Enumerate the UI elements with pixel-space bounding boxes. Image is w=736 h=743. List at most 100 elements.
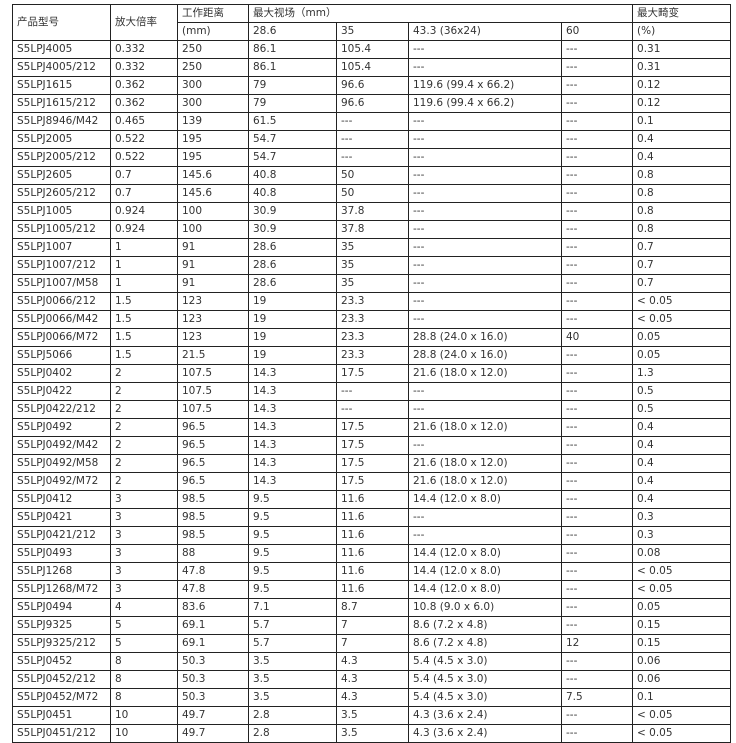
cell-working-distance: 50.3	[177, 688, 249, 707]
cell-fov-35: 11.6	[336, 508, 409, 527]
cell-model: S5LPJ1615/212	[12, 94, 111, 113]
cell-working-distance: 96.5	[177, 472, 249, 491]
cell-fov-43: 14.4 (12.0 x 8.0)	[408, 490, 562, 509]
cell-working-distance: 98.5	[177, 490, 249, 509]
cell-fov-60: ---	[560, 202, 634, 221]
cell-fov-43: 5.4 (4.5 x 3.0)	[408, 670, 562, 689]
cell-model: S5LPJ0451/212	[12, 724, 111, 743]
cell-fov-43: ---	[408, 274, 562, 293]
cell-distortion: 0.15	[632, 616, 732, 635]
table-row: S5LPJ0066/M72 1.5 123 19 23.3 28.8 (24.0 x 16…	[12, 328, 732, 347]
table-row: S5LPJ1007/212 1 91 28.6 35 --- --- 0.7	[12, 256, 732, 275]
cell-fov-43: 14.4 (12.0 x 8.0)	[408, 544, 562, 563]
table-row: S5LPJ2005 0.522 195 54.7 --- --- --- 0.4	[12, 130, 732, 149]
cell-working-distance: 107.5	[177, 382, 249, 401]
cell-fov-35: 35	[336, 256, 409, 275]
cell-fov-35: 7	[336, 616, 409, 635]
cell-fov-60: ---	[560, 256, 634, 275]
cell-magnification: 0.7	[110, 166, 178, 185]
cell-fov-60: ---	[560, 472, 634, 491]
table-row: S5LPJ4005 0.332 250 86.1 105.4 --- --- 0.31	[12, 40, 732, 59]
cell-fov-35: 96.6	[336, 76, 409, 95]
cell-fov-60: ---	[560, 292, 634, 311]
cell-model: S5LPJ0494	[12, 598, 111, 617]
cell-fov-28: 5.7	[248, 616, 337, 635]
cell-fov-60: ---	[560, 310, 634, 329]
cell-working-distance: 123	[177, 292, 249, 311]
cell-fov-60: ---	[560, 652, 634, 671]
cell-working-distance: 96.5	[177, 418, 249, 437]
cell-working-distance: 195	[177, 130, 249, 149]
cell-magnification: 2	[110, 418, 178, 437]
cell-fov-60: ---	[560, 346, 634, 365]
cell-distortion: 0.8	[632, 202, 732, 221]
cell-fov-60: ---	[560, 40, 634, 59]
cell-fov-60: ---	[560, 724, 634, 743]
cell-fov-28: 9.5	[248, 580, 337, 599]
table-row: S5LPJ1615/212 0.362 300 79 96.6 119.6 (99.4 x…	[12, 94, 732, 113]
cell-fov-35: 50	[336, 166, 409, 185]
cell-fov-35: 96.6	[336, 94, 409, 113]
table-row: S5LPJ0493 3 88 9.5 11.6 14.4 (12.0 x 8.0) --- 0…	[12, 544, 732, 563]
cell-fov-28: 86.1	[248, 40, 337, 59]
cell-magnification: 0.362	[110, 94, 178, 113]
cell-distortion: < 0.05	[632, 292, 732, 311]
table-row: S5LPJ2005/212 0.522 195 54.7 --- --- --- 0.4	[12, 148, 732, 167]
cell-fov-28: 9.5	[248, 562, 337, 581]
cell-model: S5LPJ1268	[12, 562, 111, 581]
cell-magnification: 5	[110, 634, 178, 653]
cell-magnification: 0.465	[110, 112, 178, 131]
cell-fov-28: 2.8	[248, 724, 337, 743]
table-row: S5LPJ1007 1 91 28.6 35 --- --- 0.7	[12, 238, 732, 257]
cell-fov-35: 35	[336, 274, 409, 293]
cell-fov-43: ---	[408, 400, 562, 419]
cell-magnification: 2	[110, 400, 178, 419]
table-row: S5LPJ0066/212 1.5 123 19 23.3 --- --- < 0.05	[12, 292, 732, 311]
cell-fov-35: 17.5	[336, 472, 409, 491]
cell-fov-43: ---	[408, 238, 562, 257]
cell-magnification: 3	[110, 562, 178, 581]
cell-model: S5LPJ0066/M72	[12, 328, 111, 347]
cell-fov-35: 11.6	[336, 544, 409, 563]
cell-distortion: 0.8	[632, 220, 732, 239]
cell-distortion: 0.31	[632, 40, 732, 59]
cell-fov-60: ---	[560, 508, 634, 527]
table-row: S5LPJ0452/212 8 50.3 3.5 4.3 5.4 (4.5 x 3.0) -…	[12, 670, 732, 689]
cell-fov-28: 7.1	[248, 598, 337, 617]
cell-fov-28: 61.5	[248, 112, 337, 131]
cell-fov-43: ---	[408, 382, 562, 401]
cell-fov-43: 21.6 (18.0 x 12.0)	[408, 472, 562, 491]
cell-working-distance: 300	[177, 94, 249, 113]
cell-working-distance: 145.6	[177, 184, 249, 203]
cell-magnification: 8	[110, 688, 178, 707]
table-row: S5LPJ0421 3 98.5 9.5 11.6 --- --- 0.3	[12, 508, 732, 527]
cell-fov-43: 119.6 (99.4 x 66.2)	[408, 94, 562, 113]
cell-magnification: 0.924	[110, 202, 178, 221]
cell-magnification: 10	[110, 724, 178, 743]
cell-model: S5LPJ1007	[12, 238, 111, 257]
cell-fov-60: ---	[560, 112, 634, 131]
cell-magnification: 1	[110, 238, 178, 257]
cell-fov-43: 8.6 (7.2 x 4.8)	[408, 616, 562, 635]
cell-fov-35: 23.3	[336, 292, 409, 311]
cell-fov-60: ---	[560, 382, 634, 401]
cell-model: S5LPJ1615	[12, 76, 111, 95]
cell-distortion: 0.15	[632, 634, 732, 653]
cell-fov-35: ---	[336, 148, 409, 167]
cell-magnification: 5	[110, 616, 178, 635]
table-row: S5LPJ1007/M58 1 91 28.6 35 --- --- 0.7	[12, 274, 732, 293]
cell-fov-43: 21.6 (18.0 x 12.0)	[408, 364, 562, 383]
cell-working-distance: 300	[177, 76, 249, 95]
cell-magnification: 1.5	[110, 292, 178, 311]
cell-distortion: 0.7	[632, 274, 732, 293]
cell-fov-28: 14.3	[248, 364, 337, 383]
cell-fov-28: 40.8	[248, 184, 337, 203]
cell-distortion: 0.4	[632, 490, 732, 509]
cell-fov-28: 79	[248, 94, 337, 113]
cell-model: S5LPJ4005/212	[12, 58, 111, 77]
cell-model: S5LPJ5066	[12, 346, 111, 365]
cell-model: S5LPJ1005	[12, 202, 111, 221]
cell-fov-35: 11.6	[336, 490, 409, 509]
cell-distortion: 0.3	[632, 526, 732, 545]
cell-model: S5LPJ0402	[12, 364, 111, 383]
